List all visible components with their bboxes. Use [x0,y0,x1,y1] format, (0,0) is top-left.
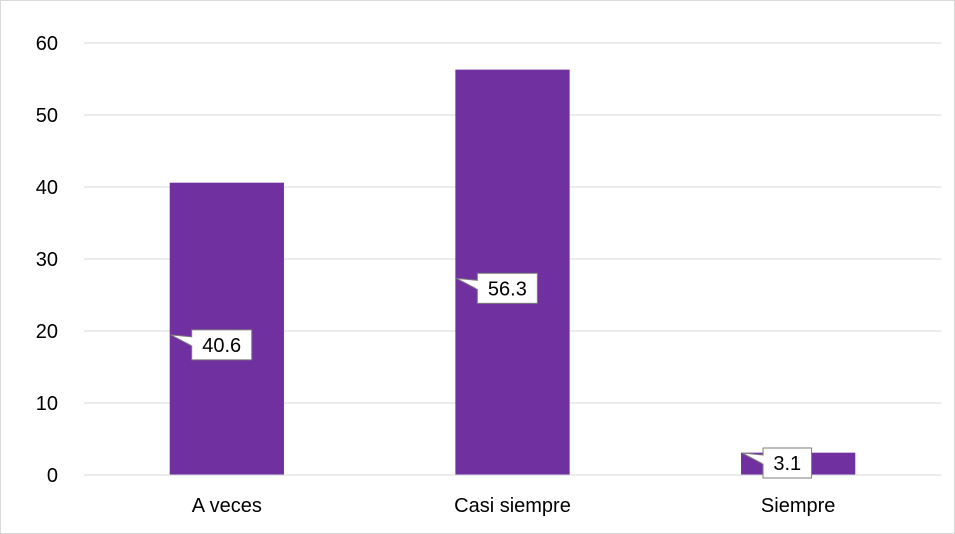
x-tick-label: Casi siempre [454,495,571,517]
callout-tail [456,277,478,290]
callout-join [762,455,765,464]
y-tick-label: 50 [36,105,58,127]
x-tick-label: Siempre [761,495,835,517]
y-axis-ticks: 0 10 20 30 40 50 60 [36,33,58,487]
callout-tail [741,452,764,465]
callout-box [476,272,538,304]
x-tick-label: A veces [192,495,262,517]
data-label-callout: 3.1 [741,447,813,479]
data-label: 56.3 [488,278,527,300]
bar [169,182,284,475]
data-label: 40.6 [202,335,241,357]
data-label: 3.1 [773,453,801,475]
callout-join [476,280,479,289]
y-tick-label: 10 [36,393,58,415]
bars [169,69,856,475]
y-tick-label: 0 [47,465,58,487]
data-labels: 40.6 56.3 3.1 [170,272,813,479]
data-label-callout: 40.6 [170,329,253,361]
y-tick-label: 20 [36,321,58,343]
y-tick-label: 30 [36,249,58,271]
callout-box [191,329,253,361]
y-tick-label: 40 [36,177,58,199]
data-label-callout: 56.3 [456,272,538,304]
callout-join [190,337,193,346]
y-tick-label: 60 [36,33,58,55]
callout-tail [170,334,192,347]
bar [455,69,570,475]
x-axis-ticks: A veces Casi siempre Siempre [192,495,836,517]
